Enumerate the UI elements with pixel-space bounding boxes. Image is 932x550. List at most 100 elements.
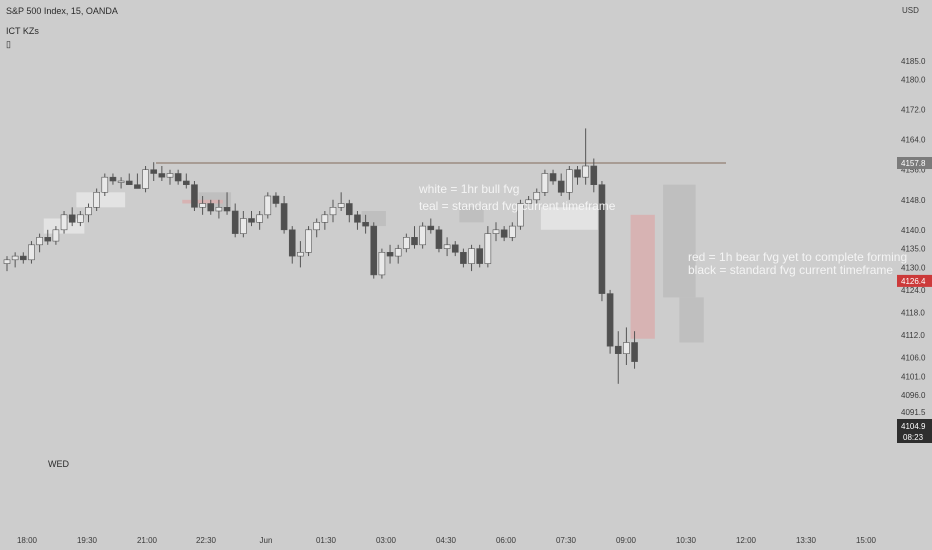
candle-body (411, 237, 418, 246)
x-tick-label: 12:00 (736, 536, 757, 545)
fvg-zone-red-1h-bear (630, 214, 655, 339)
x-tick-label: 10:30 (676, 536, 697, 545)
svg-text:4126.4: 4126.4 (901, 277, 926, 286)
candle-body (223, 207, 231, 212)
candle-body (337, 203, 345, 208)
y-tick-label: 4130.0 (901, 263, 926, 272)
candle-body (362, 222, 369, 227)
candle-body (631, 342, 638, 362)
x-tick-label: 22:30 (196, 536, 217, 545)
candle-body (484, 233, 492, 264)
candle-body (101, 176, 109, 193)
candle-body (19, 255, 27, 261)
candle-body (427, 225, 435, 231)
candle-body (134, 184, 141, 189)
candle-body (44, 237, 52, 242)
x-tick-label: 21:00 (137, 536, 158, 545)
candle-body (109, 176, 117, 182)
candle-body (370, 225, 378, 276)
y-tick-label: 4156.0 (901, 166, 926, 175)
x-tick-label: 04:30 (436, 536, 457, 545)
price-tag-last: 4104.9 08:23 (897, 419, 932, 443)
candle-body (435, 229, 443, 249)
candle-body (11, 255, 19, 261)
candle-body (614, 345, 622, 355)
candle-body (321, 214, 329, 223)
annotation-black-fvg: black = standard fvg current timeframe (688, 263, 893, 277)
annotation-red-fvg: red = 1h bear fvg yet to complete formin… (688, 250, 907, 264)
candle-body (256, 214, 263, 223)
y-tick-label: 4091.5 (901, 408, 926, 417)
candle-body (590, 165, 598, 186)
candle-body (3, 259, 11, 264)
x-tick-label: 01:30 (316, 536, 337, 545)
candle-body (272, 195, 280, 204)
y-tick-label: 4112.0 (901, 331, 925, 340)
candle-body (207, 203, 215, 212)
x-tick-label: 13:30 (796, 536, 817, 545)
candle-body (313, 222, 321, 231)
indicator-toggle-icon[interactable]: ▯ (6, 39, 11, 49)
candle-body (500, 229, 508, 238)
y-tick-label: 4135.0 (901, 245, 926, 254)
candle-body (305, 229, 312, 253)
y-tick-label: 4101.0 (901, 372, 926, 381)
x-tick-label: 09:00 (616, 536, 637, 545)
candle-body (297, 252, 304, 257)
candle-body (125, 180, 133, 185)
candle-body (68, 214, 76, 223)
y-tick-label: 4118.0 (901, 308, 925, 317)
candle-body (158, 173, 166, 178)
candle-body (582, 165, 589, 178)
x-tick-label: 03:00 (376, 536, 397, 545)
candle-body (566, 169, 573, 193)
candle-body (606, 293, 614, 347)
candle-body (598, 184, 606, 294)
candle-body (280, 203, 288, 231)
fvg-zones (43, 184, 704, 343)
candle-body (28, 244, 35, 261)
candle-body (574, 169, 581, 178)
candle-body (240, 218, 247, 234)
y-tick-label: 4164.0 (901, 136, 926, 145)
candle-body (329, 207, 337, 216)
y-axis[interactable]: 4185.0 4180.0 4172.0 4164.0 4156.0 4148.0 4140… (901, 57, 926, 434)
candle-body (533, 192, 541, 201)
fvg-zone-gray-standard (459, 207, 484, 223)
candle-body (451, 244, 459, 253)
x-tick-label: 18:00 (17, 536, 38, 545)
annotation-white-fvg: white = 1hr bull fvg (418, 182, 519, 196)
fvg-zone-gray-standard (679, 297, 704, 343)
candle-body (460, 252, 467, 264)
candle-body (468, 248, 475, 264)
svg-text:4157.8: 4157.8 (901, 159, 926, 168)
x-axis[interactable]: 18:00 19:30 21:00 22:30 Jun 01:30 03:00 04:30 06… (17, 536, 877, 545)
candle-body (403, 237, 410, 249)
x-tick-label: 15:00 (856, 536, 877, 545)
candle-body (174, 173, 182, 182)
fvg-zone-white-1h-bull (76, 192, 126, 208)
candle-body (166, 173, 174, 178)
candle-body (264, 195, 272, 216)
y-tick-label: 4096.0 (901, 391, 926, 400)
indicator-name[interactable]: ICT KZs (6, 26, 39, 36)
x-tick-label: 06:00 (496, 536, 517, 545)
candle-body (443, 244, 451, 249)
candle-body (77, 214, 84, 223)
x-tick-label: 19:30 (77, 536, 98, 545)
candle-body (248, 218, 255, 223)
y-tick-label: 4140.0 (901, 226, 926, 235)
candle-body (623, 342, 630, 354)
candle-body (557, 180, 565, 193)
fvg-zone-white-1h-bull (540, 207, 598, 230)
svg-text:4104.9: 4104.9 (901, 422, 926, 431)
y-tick-label: 4124.0 (901, 286, 926, 295)
x-tick-label: Jun (260, 536, 273, 545)
candle-body (378, 252, 386, 276)
candle-body (354, 214, 361, 223)
y-tick-label: 4185.0 (901, 57, 926, 66)
price-tag-high: 4157.8 (897, 157, 932, 169)
candle-body (492, 229, 500, 234)
